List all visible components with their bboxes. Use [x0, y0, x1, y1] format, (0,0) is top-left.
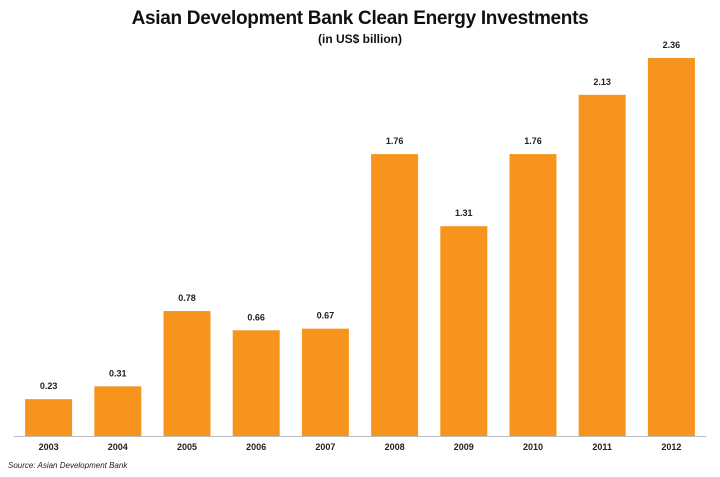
value-label-2006: 0.66: [247, 312, 265, 322]
value-label-2008: 1.76: [386, 136, 404, 146]
x-tick-label-2003: 2003: [39, 442, 59, 452]
x-tick-label-2012: 2012: [661, 442, 681, 452]
source-note: Source: Asian Development Bank: [8, 461, 128, 470]
x-tick-label-2006: 2006: [246, 442, 266, 452]
x-tick-label-2009: 2009: [454, 442, 474, 452]
value-label-2004: 0.31: [109, 368, 127, 378]
bar-2009: [440, 226, 488, 436]
value-label-2009: 1.31: [455, 208, 473, 218]
bar-2012: [647, 58, 695, 436]
value-label-2005: 0.78: [178, 293, 196, 303]
x-tick-label-2004: 2004: [108, 442, 128, 452]
chart-title: Asian Development Bank Clean Energy Inve…: [131, 8, 589, 29]
x-tick-label-2005: 2005: [177, 442, 197, 452]
value-label-2012: 2.36: [663, 40, 681, 50]
x-tick-label-2008: 2008: [385, 442, 405, 452]
x-tick-label-2010: 2010: [523, 442, 543, 452]
x-tick-label-2007: 2007: [315, 442, 335, 452]
bar-2004: [94, 386, 142, 436]
bar-2011: [578, 94, 626, 436]
bar-2007: [301, 328, 349, 436]
value-label-2011: 2.13: [593, 77, 611, 87]
bar-2010: [509, 154, 557, 437]
bar-2003: [25, 399, 73, 436]
chart-subtitle: (in US$ billion): [318, 32, 402, 46]
x-tick-label-2011: 2011: [592, 442, 612, 452]
value-label-2010: 1.76: [524, 136, 542, 146]
bar-2005: [163, 311, 211, 436]
bar-2006: [232, 330, 280, 436]
value-label-2003: 0.23: [40, 381, 58, 391]
bar-2008: [371, 154, 419, 437]
value-label-2007: 0.67: [317, 311, 335, 321]
